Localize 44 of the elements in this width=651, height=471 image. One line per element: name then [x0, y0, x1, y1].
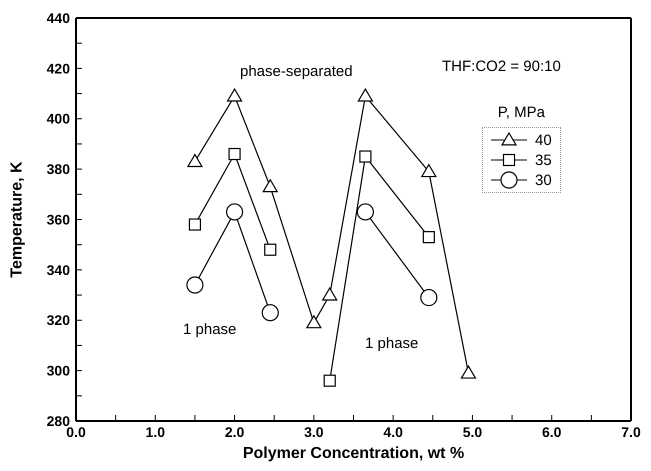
point — [188, 218, 202, 231]
point — [264, 244, 276, 256]
point — [324, 374, 336, 387]
point — [228, 148, 241, 160]
x-tick-label: 7.0 — [621, 424, 641, 440]
legend-label: 30 — [535, 172, 552, 188]
x-tick-label: 1.0 — [146, 424, 166, 440]
y-axis-title: Temperature, K — [8, 160, 26, 278]
point — [322, 287, 338, 301]
y-tick-label: 380 — [46, 161, 70, 178]
point — [226, 203, 244, 221]
legend-label: 35 — [535, 152, 552, 168]
point — [420, 288, 438, 306]
point — [460, 366, 476, 379]
y-tick-label: 340 — [46, 262, 70, 278]
y-tick-label: 420 — [46, 60, 70, 76]
point — [421, 164, 436, 178]
point — [262, 179, 278, 192]
y-tick-label: 320 — [46, 312, 70, 328]
point — [356, 203, 374, 221]
annotation: THF:CO2 = 90:10 — [442, 58, 561, 75]
y-tick-label: 300 — [46, 362, 70, 379]
x-axis-title: Polymer Concentration, wt % — [242, 445, 464, 462]
point — [422, 231, 435, 244]
point — [262, 304, 279, 322]
point — [187, 154, 203, 168]
annotation: phase-separated — [240, 63, 353, 80]
x-tick-label: 2.0 — [224, 424, 245, 440]
y-tick-label: 440 — [46, 10, 70, 26]
x-tick-label: 3.0 — [304, 424, 324, 440]
legend-label: 40 — [535, 132, 552, 148]
x-tick-label: 5.0 — [462, 424, 482, 440]
point — [306, 315, 322, 328]
point — [186, 276, 204, 294]
y-tick-label: 360 — [46, 211, 70, 228]
point — [359, 150, 372, 163]
legend-title: P, MPa — [496, 104, 546, 121]
x-tick-label: 4.0 — [383, 424, 404, 440]
annotation: 1 phase — [365, 335, 418, 352]
point — [358, 88, 373, 102]
annotation: 1 phase — [183, 321, 236, 338]
point — [226, 88, 242, 102]
y-tick-label: 400 — [46, 110, 70, 127]
x-tick-label: 6.0 — [542, 424, 562, 440]
